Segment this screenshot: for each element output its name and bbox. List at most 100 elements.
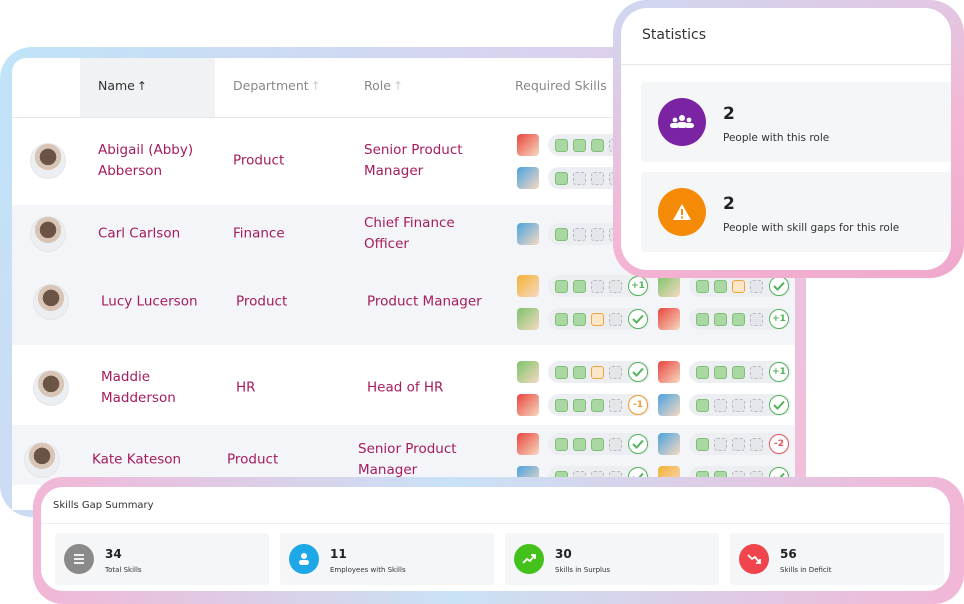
warning-icon bbox=[673, 204, 691, 220]
stats-title: Statistics bbox=[642, 27, 706, 43]
skill-icon bbox=[658, 361, 680, 383]
skill-level bbox=[609, 438, 622, 451]
skill-level bbox=[573, 399, 586, 412]
check-icon bbox=[632, 314, 644, 324]
check-icon bbox=[632, 367, 644, 377]
skill-level bbox=[573, 366, 586, 379]
skill-level bbox=[714, 313, 727, 326]
skill-level bbox=[714, 280, 727, 293]
skill-level bbox=[573, 172, 586, 185]
summary-item: 30 Skills in Surplus bbox=[505, 533, 719, 585]
sort-arrow[interactable]: ↑ bbox=[136, 79, 147, 93]
skill-level bbox=[732, 280, 745, 293]
column-header[interactable]: Department ↑ bbox=[233, 78, 321, 93]
stat-item: 2 People with this role bbox=[641, 82, 951, 162]
skill-badge: +1 bbox=[628, 276, 648, 296]
cell-name: Lucy Lucerson bbox=[101, 293, 198, 310]
skill-level bbox=[573, 313, 586, 326]
skill-level bbox=[555, 313, 568, 326]
stat-value: 2 bbox=[723, 104, 735, 124]
skill-level bbox=[609, 399, 622, 412]
skill-level bbox=[696, 366, 709, 379]
avatar bbox=[33, 284, 69, 320]
skill-level bbox=[591, 172, 604, 185]
summary-divider bbox=[41, 523, 950, 524]
summary-glyph bbox=[74, 554, 84, 564]
summary-card: Skills Gap Summary 34 Total Skills 11 Employ… bbox=[41, 487, 950, 591]
summary-icon bbox=[739, 544, 769, 574]
skill-level bbox=[732, 438, 745, 451]
avatar bbox=[30, 143, 66, 179]
skill-level bbox=[750, 399, 763, 412]
skill-level bbox=[573, 438, 586, 451]
skill-level bbox=[555, 280, 568, 293]
skill-level bbox=[555, 366, 568, 379]
skill-level bbox=[591, 399, 604, 412]
skill-level bbox=[591, 228, 604, 241]
cell-role: Senior Product Manager bbox=[358, 441, 457, 478]
skill-level bbox=[573, 228, 586, 241]
skill-level bbox=[555, 438, 568, 451]
skill-level bbox=[732, 313, 745, 326]
stat-label: People with this role bbox=[723, 132, 830, 144]
stat-icon bbox=[658, 188, 706, 236]
skill-level bbox=[573, 280, 586, 293]
skill-level bbox=[732, 399, 745, 412]
avatar bbox=[30, 216, 66, 252]
skill-level bbox=[555, 228, 568, 241]
skill-level bbox=[609, 280, 622, 293]
summary-value: 11 bbox=[330, 547, 347, 561]
stat-value: 2 bbox=[723, 194, 735, 214]
cell-name: Maddie Madderson bbox=[101, 369, 176, 406]
skill-badge: -2 bbox=[769, 434, 789, 454]
skill-badge bbox=[628, 434, 648, 454]
skill-badge: +1 bbox=[769, 309, 789, 329]
column-header[interactable]: Role ↑ bbox=[364, 78, 403, 93]
people-icon bbox=[670, 115, 694, 128]
skill-level bbox=[750, 366, 763, 379]
skill-level bbox=[750, 280, 763, 293]
skill-badge bbox=[628, 362, 648, 382]
summary-icon bbox=[289, 544, 319, 574]
cell-department: Finance bbox=[233, 225, 285, 242]
cell-role: Product Manager bbox=[367, 293, 482, 310]
sort-arrow[interactable]: ↑ bbox=[392, 79, 403, 93]
skill-level bbox=[750, 313, 763, 326]
skill-icon bbox=[517, 433, 539, 455]
stat-icon bbox=[658, 98, 706, 146]
skill-icon bbox=[517, 134, 539, 156]
skill-level bbox=[591, 139, 604, 152]
summary-label: Employees with Skills bbox=[330, 566, 406, 574]
cell-name: Kate Kateson bbox=[92, 451, 182, 468]
skill-level bbox=[591, 280, 604, 293]
skill-level bbox=[714, 438, 727, 451]
skill-icon bbox=[517, 394, 539, 416]
cell-name: Carl Carlson bbox=[98, 225, 181, 242]
column-header[interactable]: Name ↑ bbox=[98, 78, 147, 93]
skill-icon bbox=[517, 275, 539, 297]
skill-level bbox=[696, 280, 709, 293]
skill-level bbox=[696, 399, 709, 412]
cell-role: Chief Finance Officer bbox=[364, 215, 455, 252]
cell-department: HR bbox=[236, 379, 256, 396]
summary-glyph bbox=[299, 553, 309, 565]
summary-item: 11 Employees with Skills bbox=[280, 533, 494, 585]
skill-level bbox=[714, 366, 727, 379]
skill-level bbox=[696, 438, 709, 451]
cell-department: Product bbox=[236, 293, 288, 310]
avatar bbox=[33, 370, 69, 406]
sort-arrow[interactable]: ↑ bbox=[310, 79, 321, 93]
cell-role: Head of HR bbox=[367, 379, 444, 396]
cell-department: Product bbox=[227, 451, 279, 468]
skill-level bbox=[714, 399, 727, 412]
skill-level bbox=[591, 366, 604, 379]
check-icon bbox=[773, 281, 785, 291]
skill-level bbox=[573, 139, 586, 152]
skill-icon bbox=[658, 394, 680, 416]
skill-badge bbox=[769, 395, 789, 415]
stat-item: 2 People with skill gaps for this role bbox=[641, 172, 951, 252]
header-divider bbox=[12, 117, 795, 118]
summary-item: 56 Skills in Deficit bbox=[730, 533, 944, 585]
skill-badge: +1 bbox=[769, 362, 789, 382]
